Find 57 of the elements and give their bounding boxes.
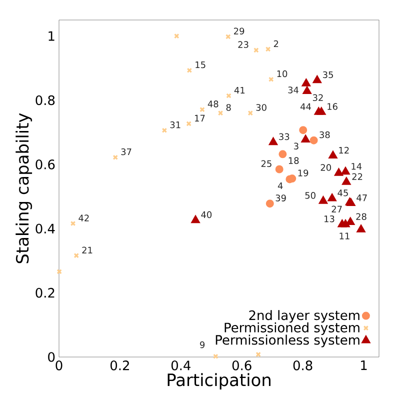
annotation: 50: [305, 192, 316, 199]
annotation: 3: [294, 142, 298, 150]
annotation: 29: [234, 28, 244, 34]
annotation: 10: [277, 70, 288, 78]
annotation: 8: [226, 104, 231, 111]
annotation: 19: [298, 170, 308, 176]
annotation: 32: [312, 94, 323, 102]
annotation: 25: [261, 160, 272, 168]
annotation: 13: [324, 215, 334, 222]
x-tick-label: 0.2: [110, 360, 129, 370]
annotation: 39: [276, 194, 286, 202]
annotation: 9: [200, 341, 205, 348]
annotation: 33: [279, 133, 290, 140]
annotation: 35: [323, 71, 333, 78]
annotation: 47: [356, 194, 367, 202]
annotation: 38: [320, 131, 330, 138]
annotation: 41: [234, 87, 245, 94]
y-tick-label: 0.6: [36, 160, 55, 170]
annotation: 22: [352, 173, 362, 180]
annotation: 44: [300, 103, 311, 110]
y-tick-label: 0.8: [36, 95, 55, 106]
annotation: 16: [328, 103, 338, 110]
annotation: 27: [332, 206, 342, 212]
annotation: 12: [339, 146, 349, 154]
x-tick-label: 0: [56, 360, 62, 370]
annotation: 20: [320, 164, 331, 171]
annotation: 4: [278, 182, 283, 189]
annotation: 2: [274, 40, 278, 48]
x-axis-title: Participation: [168, 373, 270, 390]
annotation: 11: [340, 232, 350, 240]
annotation: 28: [356, 213, 366, 220]
legend-label: 2nd layer system: [249, 310, 360, 323]
y-tick-label: 0: [48, 352, 55, 362]
annotation: 34: [288, 86, 298, 94]
legend-label: Permissioned system: [224, 322, 360, 335]
annotation: 40: [201, 211, 212, 218]
annotation: 42: [78, 214, 89, 222]
y-axis-title: Staking capability: [16, 113, 32, 264]
annotation: 31: [170, 121, 180, 128]
y-tick-label: 0.2: [36, 288, 54, 298]
annotation: 17: [195, 114, 205, 122]
x-tick-label: 1: [361, 360, 367, 370]
x-tick-label: 0.8: [293, 360, 312, 370]
x-tick-label: 0.6: [232, 360, 252, 370]
annotation: 21: [82, 246, 92, 254]
annotation: 37: [121, 148, 132, 156]
annotation: 45: [338, 190, 348, 196]
annotation: 15: [196, 62, 206, 68]
y-tick-label: 0.4: [36, 224, 55, 234]
annotation: 30: [256, 104, 266, 111]
annotation: 48: [208, 100, 218, 108]
annotation: 18: [288, 157, 299, 164]
x-tick-label: 0.4: [171, 360, 190, 370]
annotation: 23: [238, 41, 248, 48]
y-tick-label: 1: [48, 31, 54, 41]
legend-label: Permissionless system: [216, 334, 360, 348]
annotation: 14: [352, 163, 362, 170]
